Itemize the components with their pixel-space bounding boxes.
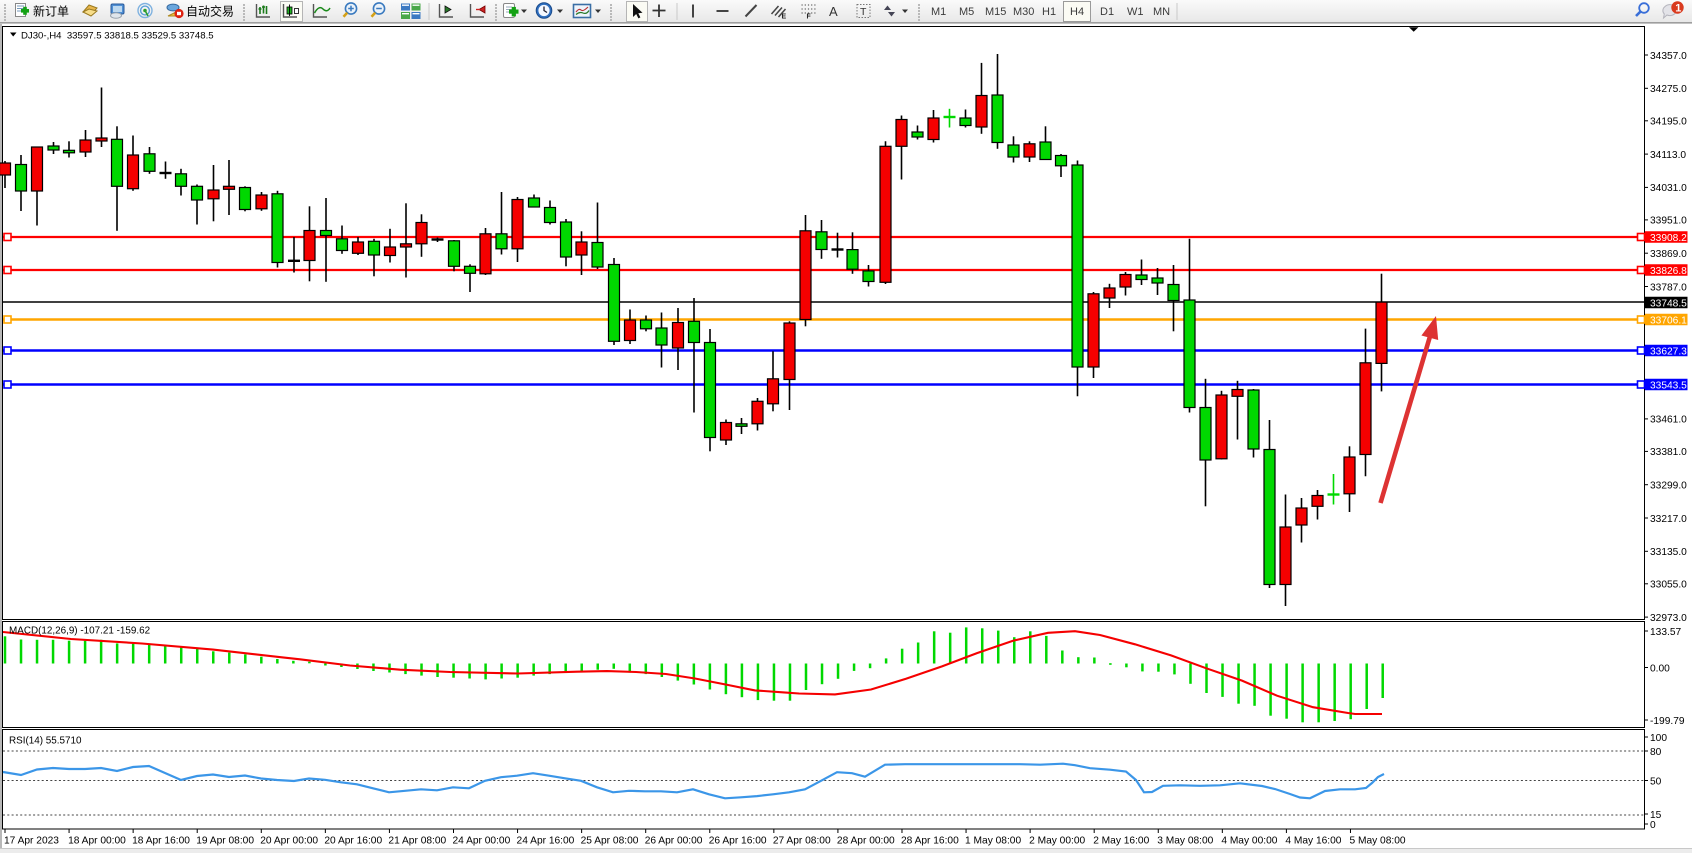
svg-text:2 May 16:00: 2 May 16:00 (1093, 836, 1149, 847)
svg-text:H1: H1 (1042, 6, 1056, 18)
svg-text:1: 1 (1675, 3, 1681, 15)
svg-text:E: E (782, 14, 787, 21)
svg-text:17 Apr 2023: 17 Apr 2023 (4, 836, 59, 847)
svg-text:21 Apr 08:00: 21 Apr 08:00 (388, 836, 446, 847)
svg-text:1 May 08:00: 1 May 08:00 (965, 836, 1021, 847)
svg-text:18 Apr 00:00: 18 Apr 00:00 (68, 836, 126, 847)
svg-text:4 May 00:00: 4 May 00:00 (1221, 836, 1277, 847)
svg-text:5 May 08:00: 5 May 08:00 (1349, 836, 1405, 847)
svg-text:34031.0: 34031.0 (1650, 183, 1687, 194)
svg-text:M5: M5 (959, 6, 974, 18)
svg-text:MN: MN (1153, 6, 1170, 18)
svg-text:19 Apr 08:00: 19 Apr 08:00 (196, 836, 254, 847)
svg-text:32973.0: 32973.0 (1650, 613, 1687, 624)
svg-text:33543.5: 33543.5 (1650, 381, 1687, 392)
svg-text:33951.0: 33951.0 (1650, 216, 1687, 227)
svg-text:4 May 16:00: 4 May 16:00 (1285, 836, 1341, 847)
svg-text:0: 0 (1650, 820, 1656, 831)
svg-text:33135.0: 33135.0 (1650, 547, 1687, 558)
svg-text:80: 80 (1650, 747, 1662, 758)
svg-text:50: 50 (1650, 776, 1662, 787)
svg-text:-199.79: -199.79 (1650, 716, 1685, 727)
svg-text:33787.0: 33787.0 (1650, 282, 1687, 293)
svg-text:26 Apr 16:00: 26 Apr 16:00 (709, 836, 767, 847)
svg-text:20 Apr 16:00: 20 Apr 16:00 (324, 836, 382, 847)
svg-text:RSI(14) 55.5710: RSI(14) 55.5710 (9, 736, 82, 747)
svg-text:2 May 00:00: 2 May 00:00 (1029, 836, 1085, 847)
svg-text:T: T (860, 6, 867, 18)
svg-text:M1: M1 (931, 6, 946, 18)
svg-text:26 Apr 00:00: 26 Apr 00:00 (645, 836, 703, 847)
svg-text:F: F (807, 14, 812, 21)
svg-text:A: A (829, 4, 838, 19)
svg-text:24 Apr 16:00: 24 Apr 16:00 (517, 836, 575, 847)
svg-text:33706.1: 33706.1 (1650, 316, 1687, 327)
svg-text:D1: D1 (1100, 6, 1114, 18)
svg-text:34357.0: 34357.0 (1650, 51, 1687, 62)
svg-text:25 Apr 08:00: 25 Apr 08:00 (581, 836, 639, 847)
svg-text:33217.0: 33217.0 (1650, 514, 1687, 525)
svg-text:H4: H4 (1070, 6, 1084, 18)
svg-text:20 Apr 00:00: 20 Apr 00:00 (260, 836, 318, 847)
svg-text:W1: W1 (1127, 6, 1144, 18)
svg-text:18 Apr 16:00: 18 Apr 16:00 (132, 836, 190, 847)
svg-text:33748.5: 33748.5 (1650, 299, 1687, 310)
svg-text:27 Apr 08:00: 27 Apr 08:00 (773, 836, 831, 847)
svg-text:34275.0: 34275.0 (1650, 84, 1687, 95)
svg-text:28 Apr 16:00: 28 Apr 16:00 (901, 836, 959, 847)
svg-text:3 May 08:00: 3 May 08:00 (1157, 836, 1213, 847)
svg-text:24 Apr 00:00: 24 Apr 00:00 (452, 836, 510, 847)
svg-text:33055.0: 33055.0 (1650, 580, 1687, 591)
svg-text:0.00: 0.00 (1650, 663, 1670, 674)
svg-text:34195.0: 34195.0 (1650, 117, 1687, 128)
svg-text:M15: M15 (985, 6, 1006, 18)
svg-text:MACD(12,26,9) -107.21 -159.62: MACD(12,26,9) -107.21 -159.62 (9, 626, 150, 637)
svg-text:33461.0: 33461.0 (1650, 415, 1687, 426)
svg-text:33381.0: 33381.0 (1650, 447, 1687, 458)
svg-text:28 Apr 00:00: 28 Apr 00:00 (837, 836, 895, 847)
svg-text:自动交易: 自动交易 (186, 4, 234, 19)
svg-text:33869.0: 33869.0 (1650, 249, 1687, 260)
svg-text:34113.0: 34113.0 (1650, 150, 1686, 161)
svg-text:15: 15 (1650, 810, 1662, 821)
svg-text:33299.0: 33299.0 (1650, 481, 1687, 492)
svg-text:DJ30-,H4 33597.5 33818.5 3352: DJ30-,H4 33597.5 33818.5 33529.5 33748.5 (21, 31, 214, 42)
svg-text:33627.3: 33627.3 (1650, 347, 1687, 358)
svg-text:133.57: 133.57 (1650, 627, 1681, 638)
svg-text:新订单: 新订单 (33, 4, 69, 19)
svg-text:100: 100 (1650, 733, 1667, 744)
svg-text:33826.8: 33826.8 (1650, 266, 1687, 277)
svg-text:33908.2: 33908.2 (1650, 233, 1687, 244)
svg-text:M30: M30 (1013, 6, 1034, 18)
